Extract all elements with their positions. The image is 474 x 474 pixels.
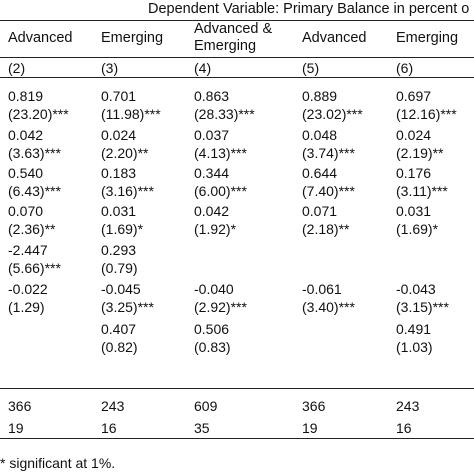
t-statistic: (23.20)*** <box>8 106 69 122</box>
statistic-value: 243 <box>101 398 125 414</box>
coefficient-value: 0.293 <box>101 242 137 258</box>
t-statistic: (3.16)*** <box>101 183 154 199</box>
coefficient-value: -0.043 <box>396 281 436 297</box>
statistic-value: 609 <box>194 398 218 414</box>
t-statistic: (4.13)*** <box>194 145 247 161</box>
t-statistic: (3.15)*** <box>396 299 449 315</box>
t-statistic: (2.36)** <box>8 221 56 237</box>
coefficient-value: 0.863 <box>194 88 230 104</box>
coefficient-value: 0.701 <box>101 88 137 104</box>
coefficient-value: -0.022 <box>8 281 48 297</box>
t-statistic: (5.66)*** <box>8 260 61 276</box>
dependent-variable-title: Dependent Variable: Primary Balance in p… <box>148 1 470 17</box>
coefficient-value: 0.407 <box>101 321 137 337</box>
column-number: (4) <box>194 60 212 76</box>
coefficient-value: 0.344 <box>194 165 230 181</box>
coefficient-value: -2.447 <box>8 242 48 258</box>
coefficient-value: 0.176 <box>396 165 432 181</box>
column-header: Emerging <box>101 30 164 46</box>
statistic-value: 243 <box>396 398 420 414</box>
header-rule <box>0 57 474 58</box>
coefficient-value: 0.037 <box>194 127 230 143</box>
coefficient-value: 0.697 <box>396 88 432 104</box>
column-header: Emerging <box>396 30 459 46</box>
t-statistic: (1.92)* <box>194 221 237 237</box>
t-statistic: (12.16)*** <box>396 106 457 122</box>
t-statistic: (0.83) <box>194 339 231 355</box>
statistic-value: 16 <box>101 420 117 436</box>
statistic-value: 366 <box>8 398 32 414</box>
t-statistic: (3.11)*** <box>396 183 448 199</box>
coefficient-value: 0.070 <box>8 203 44 219</box>
t-statistic: (0.79) <box>101 260 138 276</box>
t-statistic: (1.03) <box>396 339 433 355</box>
t-statistic: (6.43)*** <box>8 183 61 199</box>
coefficient-value: 0.071 <box>302 203 338 219</box>
coefficient-value: 0.042 <box>194 203 230 219</box>
stats-rule <box>0 388 474 389</box>
statistic-value: 366 <box>302 398 326 414</box>
column-number: (3) <box>101 60 119 76</box>
t-statistic: (2.18)** <box>302 221 350 237</box>
column-header: Advanced <box>302 30 367 46</box>
column-header: Advanced & Emerging <box>194 21 273 54</box>
t-statistic: (2.20)** <box>101 145 149 161</box>
t-statistic: (6.00)*** <box>194 183 247 199</box>
t-statistic: (3.63)*** <box>8 145 61 161</box>
coefficient-value: 0.024 <box>396 127 432 143</box>
t-statistic: (11.98)*** <box>101 106 161 122</box>
coefficient-value: 0.644 <box>302 165 338 181</box>
coefficient-value: 0.048 <box>302 127 338 143</box>
statistic-value: 19 <box>302 420 318 436</box>
coefficient-value: -0.040 <box>194 281 234 297</box>
statistic-value: 35 <box>194 420 210 436</box>
column-number: (2) <box>8 60 26 76</box>
column-number: (5) <box>302 60 320 76</box>
coefficient-value: 0.024 <box>101 127 137 143</box>
t-statistic: (28.33)*** <box>194 106 255 122</box>
coefficient-value: 0.491 <box>396 321 432 337</box>
t-statistic: (2.92)*** <box>194 299 247 315</box>
bottom-rule <box>0 438 474 439</box>
coefficient-value: -0.061 <box>302 281 342 297</box>
column-number: (6) <box>396 60 414 76</box>
top-rule <box>0 20 474 21</box>
statistic-value: 19 <box>8 420 24 436</box>
t-statistic: (1.69)* <box>101 221 144 237</box>
column-header: Advanced <box>8 30 73 46</box>
coefficient-value: 0.042 <box>8 127 44 143</box>
coefficient-value: 0.540 <box>8 165 44 181</box>
t-statistic: (3.40)*** <box>302 299 355 315</box>
t-statistic: (3.25)*** <box>101 299 154 315</box>
coefficient-value: 0.183 <box>101 165 137 181</box>
numbers-rule <box>0 77 474 78</box>
t-statistic: (23.02)*** <box>302 106 363 122</box>
t-statistic: (7.40)*** <box>302 183 355 199</box>
statistic-value: 16 <box>396 420 412 436</box>
t-statistic: (0.82) <box>101 339 138 355</box>
t-statistic: (3.74)*** <box>302 145 355 161</box>
t-statistic: (1.69)* <box>396 221 439 237</box>
coefficient-value: 0.819 <box>8 88 44 104</box>
coefficient-value: 0.031 <box>101 203 137 219</box>
significance-note: * significant at 1%. <box>0 455 116 471</box>
coefficient-value: 0.889 <box>302 88 338 104</box>
coefficient-value: 0.031 <box>396 203 432 219</box>
t-statistic: (1.29) <box>8 299 45 315</box>
coefficient-value: -0.045 <box>101 281 141 297</box>
t-statistic: (2.19)** <box>396 145 444 161</box>
coefficient-value: 0.506 <box>194 321 230 337</box>
